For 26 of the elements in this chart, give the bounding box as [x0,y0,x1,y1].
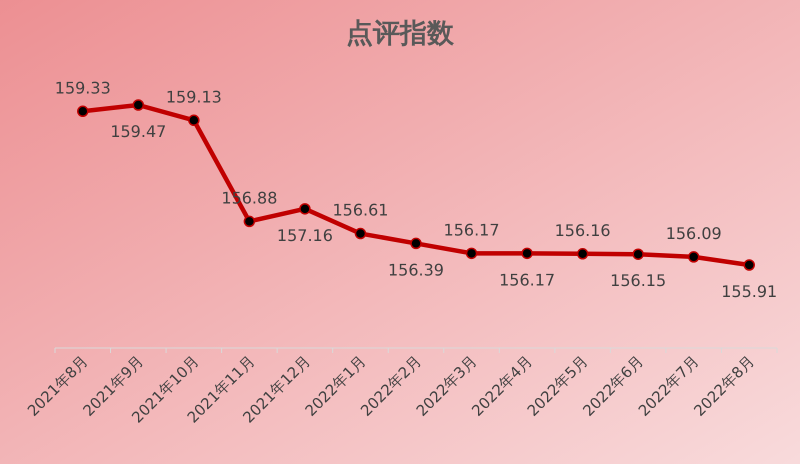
point [410,238,422,250]
point [743,259,755,271]
data-label: 156.39 [388,260,444,280]
point [632,248,644,260]
data-label: 155.91 [721,282,778,301]
point [466,248,478,260]
point [576,248,588,260]
point [244,216,256,228]
point [188,114,200,126]
data-label: 159.33 [54,78,111,98]
point [688,251,700,263]
data-label: 156.09 [666,224,722,243]
point [77,106,89,118]
data-label: 156.15 [610,271,666,290]
point [132,99,144,111]
data-label: 156.17 [499,270,556,290]
data-label: 156.16 [554,220,611,240]
point [521,248,533,260]
data-label: 159.47 [110,122,166,141]
point [299,203,311,215]
data-label: 156.61 [332,200,388,220]
point [354,228,366,240]
data-label: 156.17 [444,220,500,240]
data-label: 157.16 [276,226,333,245]
data-label: 159.13 [166,87,222,106]
chart-title: 点评指数 [346,18,455,49]
